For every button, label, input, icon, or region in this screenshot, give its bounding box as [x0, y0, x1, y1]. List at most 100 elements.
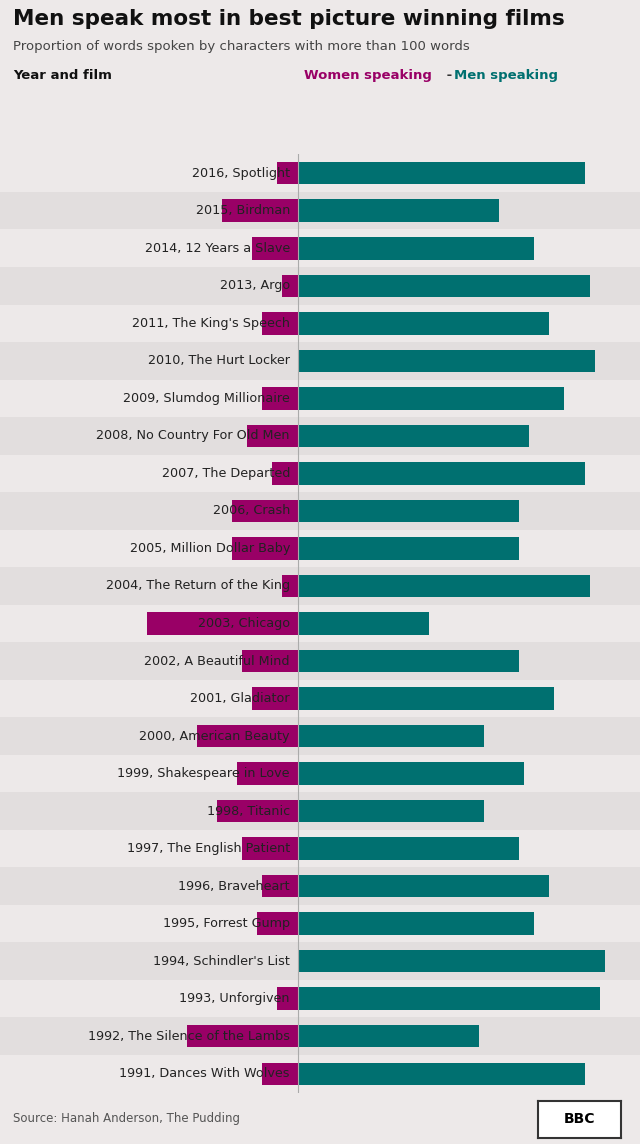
Bar [0, 567, 640, 605]
Bar [0, 867, 640, 905]
Bar [298, 987, 600, 1010]
Text: -: - [442, 69, 456, 81]
Bar [298, 312, 549, 334]
Text: Year and film: Year and film [13, 69, 111, 81]
Text: 2015, Birdman: 2015, Birdman [196, 205, 290, 217]
Bar [0, 642, 640, 680]
Bar [0, 418, 640, 454]
Bar [232, 538, 298, 559]
Bar [0, 793, 640, 829]
Bar [237, 762, 298, 785]
Text: 2009, Slumdog Millionaire: 2009, Slumdog Millionaire [123, 392, 290, 405]
Text: 1995, Forrest Gump: 1995, Forrest Gump [163, 917, 290, 930]
Text: 2006, Crash: 2006, Crash [212, 505, 290, 517]
Text: 2011, The King's Speech: 2011, The King's Speech [132, 317, 290, 329]
Bar [298, 875, 549, 897]
Text: 1991, Dances With Wolves: 1991, Dances With Wolves [120, 1067, 290, 1080]
Bar [298, 913, 534, 935]
Bar [0, 829, 640, 867]
Bar [0, 530, 640, 567]
Bar [0, 380, 640, 418]
Bar [278, 162, 298, 184]
Bar [298, 387, 564, 410]
Text: 2000, American Beauty: 2000, American Beauty [140, 730, 290, 742]
Text: 2005, Million Dollar Baby: 2005, Million Dollar Baby [129, 542, 290, 555]
Bar [262, 387, 298, 410]
Bar [0, 755, 640, 793]
Text: 2004, The Return of the King: 2004, The Return of the King [106, 580, 290, 593]
Bar [298, 950, 605, 972]
Bar [0, 1055, 640, 1093]
Text: 2001, Gladiator: 2001, Gladiator [190, 692, 290, 705]
Bar [187, 1025, 298, 1048]
Text: 1992, The Silence of the Lambs: 1992, The Silence of the Lambs [88, 1030, 290, 1042]
Bar [298, 650, 519, 673]
Text: 2003, Chicago: 2003, Chicago [198, 617, 290, 630]
Bar [0, 154, 640, 192]
Text: 2016, Spotlight: 2016, Spotlight [192, 167, 290, 180]
Bar [282, 275, 298, 297]
Bar [0, 905, 640, 943]
Bar [242, 837, 298, 860]
Text: 1998, Titanic: 1998, Titanic [207, 804, 290, 818]
Bar [0, 717, 640, 755]
Bar [147, 612, 298, 635]
Text: Women speaking: Women speaking [304, 69, 432, 81]
Bar [298, 574, 589, 597]
Text: 2010, The Hurt Locker: 2010, The Hurt Locker [148, 355, 290, 367]
Bar [298, 500, 519, 522]
Bar [252, 237, 298, 260]
Text: 1993, Unforgiven: 1993, Unforgiven [179, 992, 290, 1006]
Text: 1997, The English Patient: 1997, The English Patient [127, 842, 290, 855]
Bar [298, 424, 529, 447]
Text: 1996, Braveheart: 1996, Braveheart [179, 880, 290, 892]
Bar [0, 267, 640, 304]
Bar [298, 688, 554, 709]
Bar [282, 574, 298, 597]
Bar [298, 237, 534, 260]
Bar [0, 980, 640, 1017]
Bar [298, 275, 589, 297]
Bar [0, 192, 640, 230]
Text: Source: Hanah Anderson, The Pudding: Source: Hanah Anderson, The Pudding [13, 1112, 240, 1126]
Text: 2002, A Beautiful Mind: 2002, A Beautiful Mind [145, 654, 290, 667]
Text: 2007, The Departed: 2007, The Departed [161, 467, 290, 479]
Bar [262, 312, 298, 334]
Bar [232, 500, 298, 522]
Bar [278, 987, 298, 1010]
Bar [0, 304, 640, 342]
Bar [0, 454, 640, 492]
Text: 1999, Shakespeare in Love: 1999, Shakespeare in Love [117, 768, 290, 780]
Bar [298, 1025, 479, 1048]
Bar [298, 800, 484, 823]
Bar [0, 492, 640, 530]
Bar [298, 837, 519, 860]
Bar [298, 162, 584, 184]
Bar [298, 612, 429, 635]
Bar [197, 725, 298, 747]
Bar [257, 913, 298, 935]
Text: 2014, 12 Years a Slave: 2014, 12 Years a Slave [145, 241, 290, 255]
Text: BBC: BBC [563, 1112, 595, 1127]
Text: Men speak most in best picture winning films: Men speak most in best picture winning f… [13, 9, 564, 29]
Bar [273, 462, 298, 485]
Bar [0, 605, 640, 642]
Bar [298, 350, 595, 372]
Bar [298, 1063, 584, 1085]
Bar [217, 800, 298, 823]
Bar [298, 725, 484, 747]
Bar [0, 1017, 640, 1055]
Text: 2008, No Country For Old Men: 2008, No Country For Old Men [97, 429, 290, 443]
Bar [0, 943, 640, 980]
Bar [298, 762, 524, 785]
Bar [0, 342, 640, 380]
Bar [0, 680, 640, 717]
Bar [298, 538, 519, 559]
Bar [222, 199, 298, 222]
Bar [262, 1063, 298, 1085]
Bar [298, 199, 499, 222]
Bar [0, 230, 640, 267]
Bar [298, 462, 584, 485]
Bar [242, 650, 298, 673]
Text: 2013, Argo: 2013, Argo [220, 279, 290, 292]
